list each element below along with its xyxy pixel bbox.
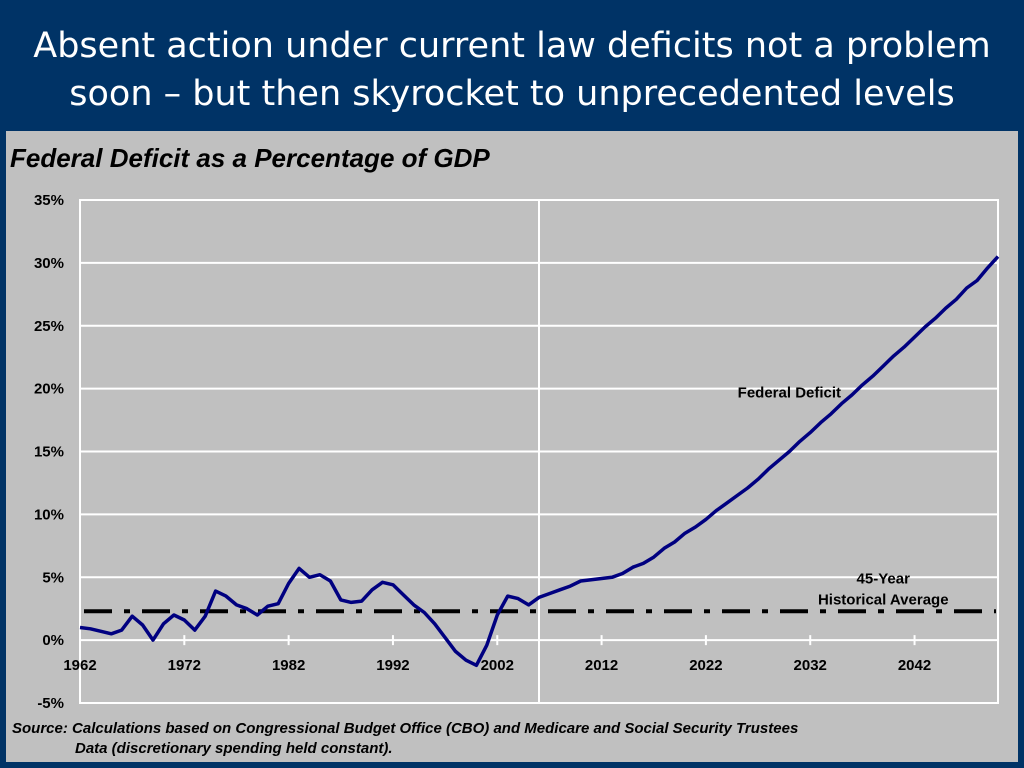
- y-axis-tick-labels: 35% 30% 25% 20% 15% 10% 5% 0% -5%: [34, 192, 64, 712]
- x-tick-label: 1982: [272, 657, 305, 674]
- x-tick-label: 2022: [689, 657, 722, 674]
- source-note: Source: Calculations based on Congressio…: [12, 719, 1012, 759]
- y-tick-label: 35%: [34, 192, 64, 209]
- x-tick-label: 2012: [585, 657, 618, 674]
- x-tick-label: 2002: [481, 657, 514, 674]
- y-tick-label: 30%: [34, 255, 64, 272]
- x-tick-label: 1992: [376, 657, 409, 674]
- x-tick-label: 1972: [168, 657, 201, 674]
- federal-deficit-label: Federal Deficit: [738, 384, 841, 401]
- y-tick-label: 5%: [42, 569, 64, 586]
- x-tick-label: 2032: [794, 657, 827, 674]
- slide-title-line-1: Absent action under current law deficits…: [33, 26, 991, 66]
- historical-average-label-line-1: 45-Year: [857, 571, 911, 588]
- y-tick-label: 0%: [42, 632, 64, 649]
- federal-deficit-line: [79, 255, 1000, 668]
- x-axis-tick-labels: 1962 1972 1982 1992 2002 2012 2022 2032 2042: [63, 657, 931, 674]
- slide-title: Absent action under current law deficits…: [0, 22, 1024, 118]
- slide-title-line-2: soon – but then skyrocket to unprecedent…: [69, 74, 955, 114]
- chart-panel: [6, 131, 1018, 762]
- annotations: Federal Deficit 45-Year Historical Average: [738, 384, 949, 608]
- y-tick-label: 25%: [34, 318, 64, 335]
- y-tick-label: 10%: [34, 506, 64, 523]
- y-tick-label: 15%: [34, 444, 64, 461]
- chart-title: Federal Deficit as a Percentage of GDP: [10, 143, 490, 173]
- series-group: [79, 255, 1000, 668]
- historical-average-label-line-2: Historical Average: [818, 592, 949, 609]
- x-tick-label: 1962: [63, 657, 96, 674]
- source-line-1: Source: Calculations based on Congressio…: [12, 720, 799, 737]
- y-tick-label: -5%: [37, 695, 64, 712]
- x-tick-label: 2042: [898, 657, 931, 674]
- source-line-2: Data (discretionary spending held consta…: [75, 740, 393, 757]
- y-tick-label: 20%: [34, 381, 64, 398]
